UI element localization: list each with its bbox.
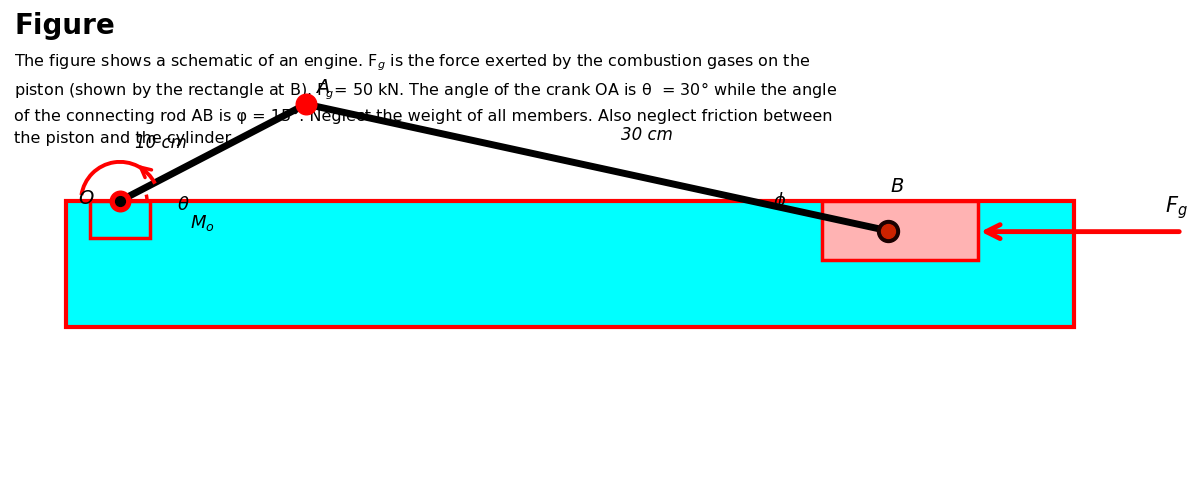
Point	[878, 227, 898, 235]
Point	[110, 197, 130, 205]
Point	[878, 227, 898, 235]
Text: ϕ: ϕ	[774, 192, 786, 210]
Point	[296, 100, 316, 108]
Text: O: O	[79, 189, 94, 208]
Bar	[822, 201, 978, 260]
Bar	[90, 201, 150, 238]
Text: 10 cm: 10 cm	[134, 133, 187, 152]
Text: B: B	[890, 177, 904, 196]
Text: $F_g$: $F_g$	[1165, 194, 1187, 221]
Text: Figure: Figure	[14, 12, 115, 40]
Text: $M_o$: $M_o$	[190, 213, 215, 233]
Point	[110, 197, 130, 205]
Text: A: A	[316, 78, 329, 97]
Text: The figure shows a schematic of an engine. F$_g$ is the force exerted by the com: The figure shows a schematic of an engin…	[14, 52, 838, 146]
Bar	[66, 201, 1074, 327]
Text: 30 cm: 30 cm	[620, 126, 673, 144]
Text: θ: θ	[178, 196, 188, 214]
